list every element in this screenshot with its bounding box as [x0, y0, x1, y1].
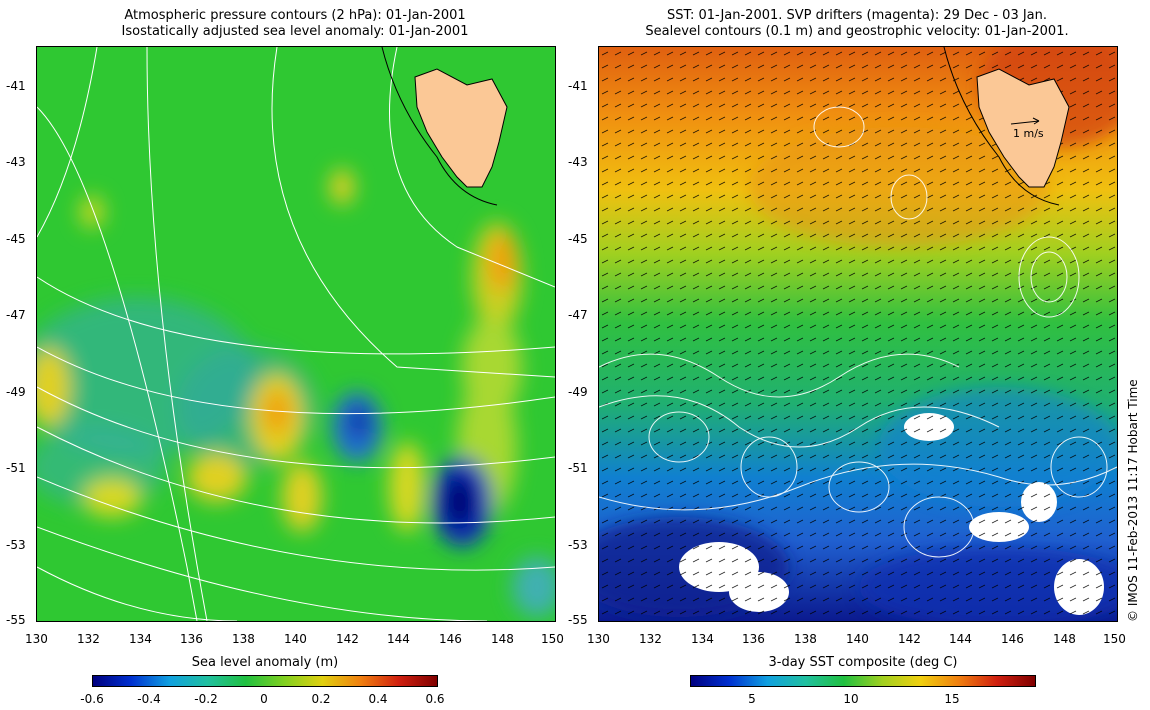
left-cbar-tick-n02: -0.2	[194, 692, 218, 706]
left-title-line2: Isostatically adjusted sea level anomaly…	[121, 24, 469, 39]
velocity-scale-arrow	[1010, 117, 1040, 125]
right-xtick-138: 138	[794, 632, 817, 646]
credit-stamp: © IMOS 11-Feb-2013 11:17 Hobart Time	[1126, 379, 1140, 622]
left-ytick-43: -43	[6, 155, 26, 169]
right-xtick-134: 134	[691, 632, 714, 646]
sea-level-colorbar	[92, 675, 438, 687]
right-ytick-47: -47	[568, 308, 588, 322]
sst-map: 1 m/s	[598, 46, 1118, 622]
left-xtick-150: 150	[541, 632, 564, 646]
left-ytick-53: -53	[6, 538, 26, 552]
left-xtick-134: 134	[129, 632, 152, 646]
sea-level-anomaly-map	[36, 46, 556, 622]
right-ytick-53: -53	[568, 538, 588, 552]
left-cbar-tick-04: 0.4	[368, 692, 388, 706]
right-cbar-tick-5: 5	[748, 692, 756, 706]
left-xtick-136: 136	[180, 632, 203, 646]
right-ytick-51: -51	[568, 461, 588, 475]
right-colorbar-title: 3-day SST composite (deg C)	[768, 655, 958, 670]
right-title-line2: Sealevel contours (0.1 m) and geostrophi…	[645, 24, 1069, 39]
right-xtick-136: 136	[742, 632, 765, 646]
left-xtick-130: 130	[25, 632, 48, 646]
sst-field	[599, 47, 1117, 621]
left-xtick-138: 138	[232, 632, 255, 646]
right-xtick-132: 132	[639, 632, 662, 646]
left-ytick-51: -51	[6, 461, 26, 475]
left-ytick-41: -41	[6, 79, 26, 93]
left-cbar-tick-n04: -0.4	[137, 692, 161, 706]
sst-tasmania-land	[976, 68, 1070, 188]
left-ytick-55: -55	[6, 613, 26, 627]
right-ytick-43: -43	[568, 155, 588, 169]
left-xtick-144: 144	[387, 632, 410, 646]
right-ytick-55: -55	[568, 613, 588, 627]
left-ytick-45: -45	[6, 232, 26, 246]
right-ytick-45: -45	[568, 232, 588, 246]
velocity-scale-label: 1 m/s	[1013, 127, 1044, 140]
left-title-line1: Atmospheric pressure contours (2 hPa): 0…	[124, 8, 466, 23]
right-xtick-150: 150	[1103, 632, 1126, 646]
right-xtick-142: 142	[898, 632, 921, 646]
left-xtick-148: 148	[491, 632, 514, 646]
right-cbar-tick-15: 15	[944, 692, 960, 706]
left-cbar-tick-0: 0	[260, 692, 268, 706]
left-cbar-tick-06: 0.6	[425, 692, 445, 706]
left-xtick-140: 140	[284, 632, 307, 646]
right-ytick-41: -41	[568, 79, 588, 93]
left-cbar-tick-n06: -0.6	[80, 692, 104, 706]
left-xtick-132: 132	[77, 632, 100, 646]
right-xtick-146: 146	[1001, 632, 1024, 646]
right-ytick-49: -49	[568, 385, 588, 399]
left-ytick-47: -47	[6, 308, 26, 322]
right-xtick-140: 140	[846, 632, 869, 646]
left-ytick-49: -49	[6, 385, 26, 399]
right-cbar-tick-10: 10	[843, 692, 859, 706]
right-xtick-144: 144	[949, 632, 972, 646]
left-xtick-142: 142	[336, 632, 359, 646]
sst-colorbar	[690, 675, 1036, 687]
right-xtick-130: 130	[587, 632, 610, 646]
right-title-line1: SST: 01-Jan-2001. SVP drifters (magenta)…	[666, 8, 1048, 23]
sea-level-anomaly-field	[37, 47, 555, 621]
left-cbar-tick-02: 0.2	[311, 692, 331, 706]
left-xtick-146: 146	[439, 632, 462, 646]
right-xtick-148: 148	[1053, 632, 1076, 646]
tasmania-land	[414, 68, 508, 188]
left-colorbar-title: Sea level anomaly (m)	[191, 655, 339, 670]
